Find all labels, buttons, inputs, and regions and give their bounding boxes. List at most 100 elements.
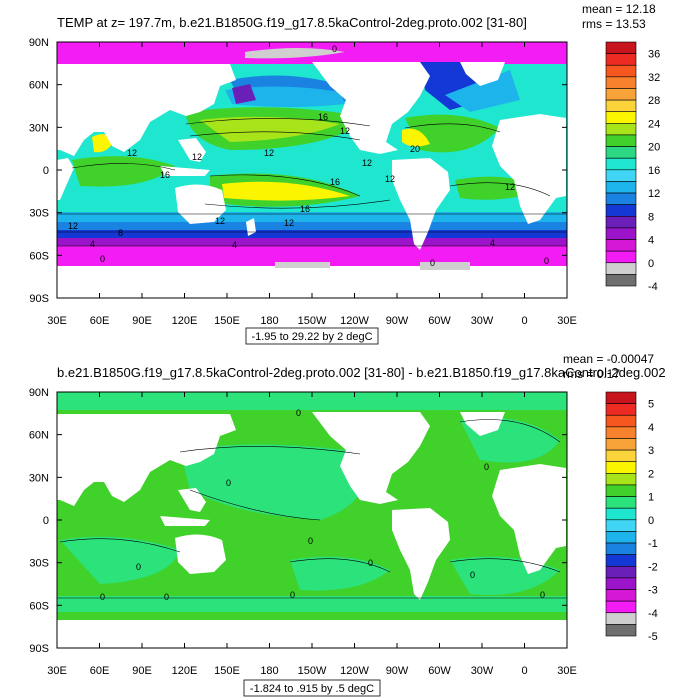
colorbar-swatch [605,577,637,590]
land [57,412,567,648]
bottom-range-box [243,679,381,697]
land-namerica [312,62,430,154]
land-samerica [392,508,450,600]
land-africa [492,114,566,224]
x-tick-label: 0 [521,315,527,327]
colorbar-label: 20 [648,142,660,154]
colorbar-swatch [605,531,637,544]
contour-line [71,163,176,171]
ind-green [72,156,175,187]
colorbar-swatch [605,134,637,147]
colorbar-swatch [605,262,637,275]
top-x-axis: 30E 60E 90E 120E 150E 180 150W 120W 90W 60W 30W 0 30… [47,42,577,327]
top-y-axis: 90N 60N 30N 0 30S 60S 90S [29,37,567,305]
contour-label: 0 [332,44,337,54]
x-tick-label: 90E [132,315,152,327]
colorbar-label: 0 [648,515,654,527]
contours [57,419,567,599]
x-tick-label: 120E [172,665,198,677]
colorbar-swatch [605,99,637,113]
colorbar-label: 16 [648,165,660,177]
colorbar-swatch [605,215,637,229]
contour-label: 0 [136,562,141,572]
contour-label: 12 [284,218,294,228]
contour-label: 12 [385,174,395,184]
colorbar-swatch [605,473,637,486]
land-nz [246,218,256,236]
colorbar-swatch [605,496,637,509]
natl-yellow [402,128,430,147]
contour-label: 0 [484,462,489,472]
contour-line [404,123,501,133]
land-greenland [460,62,505,86]
x-tick-label: 120W [340,315,369,327]
colorbar-label: -4 [648,281,658,293]
bottom-panel: b.e21.B1850G.f19_g17.8.5kaControl-2deg.p… [29,352,666,697]
y-tick-label: 60S [29,600,49,612]
contour-line [189,489,321,521]
colorbar-swatch [605,204,637,217]
colorbar-swatch [605,565,637,579]
x-tick-label: 0 [521,665,527,677]
contour-line [179,446,361,455]
colorbar-label: 4 [648,235,654,247]
contour-label: 0 [296,408,301,418]
colorbar-swatch [605,227,637,240]
cyan-patch [290,556,390,591]
y-tick-label: 90N [29,37,49,49]
x-tick-label: 60W [428,315,451,327]
x-tick-label: 150E [214,665,240,677]
colorbar-swatch [605,589,637,602]
contour-label: 16 [300,204,310,214]
contour-label: 16 [318,112,328,122]
colorbar-label: 1 [648,492,654,504]
y-tick-label: 60N [29,80,49,92]
contour-line [289,558,391,573]
x-tick-label: 90W [386,315,409,327]
arctic-ice [245,48,345,59]
colorbar-swatch [605,438,637,451]
colorbar-label: -3 [648,585,658,597]
bottom-map: 0 0 0 0 0 0 0 0 0 0 0 [57,392,567,648]
land-eurasia-west [57,64,236,156]
x-tick-label: 90W [386,665,409,677]
contour-label: 4 [490,238,495,248]
colorbar-swatch [605,414,637,428]
colorbar-label: 5 [648,399,654,411]
natl-cyan [445,70,520,112]
contour-line [449,182,551,197]
band-8 [57,212,567,222]
contours [57,118,567,247]
colorbar-swatch [605,624,637,637]
x-tick-label: 60E [90,665,110,677]
band-4 [57,230,567,238]
land-africa [492,464,566,574]
y-tick-label: 0 [43,515,49,527]
contour-label: 0 [308,536,313,546]
x-tick-label: 30W [471,315,494,327]
colorbar-swatch [605,76,637,89]
cyan-patch [57,596,567,612]
cyan-patch [180,444,365,520]
land-indonesia [160,166,210,176]
contour-label: 12 [215,216,225,226]
contour-line [449,558,561,573]
colorbar-label: 32 [648,72,660,84]
contour-label: 0 [164,592,169,602]
contour-label: 16 [330,177,340,187]
contour-label: 12 [127,148,137,158]
x-tick-label: 180 [260,315,278,327]
bottom-x-axis: 30E 60E 90E 120E 150E 180 150W 120W 90W 60W 30W 0 30… [47,392,577,677]
x-tick-label: 30E [557,665,577,677]
colorbar-swatch [605,274,637,287]
x-tick-label: 30E [47,315,67,327]
bottom-title: b.e21.B1850G.f19_g17.8.5kaControl-2deg.p… [57,365,666,380]
colorbar-swatch [605,239,637,252]
contour-label: 0 [368,558,373,568]
colorbar-swatch [605,600,637,614]
top-range-note: -1.95 to 29.22 by 2 degC [251,331,372,343]
contour-label: 12 [68,221,78,231]
top-panel: TEMP at z= 197.7m, b.e21.B1850G.f19_g17.… [29,2,660,345]
colorbar-swatch [605,111,637,124]
colorbar-swatch [605,542,637,555]
